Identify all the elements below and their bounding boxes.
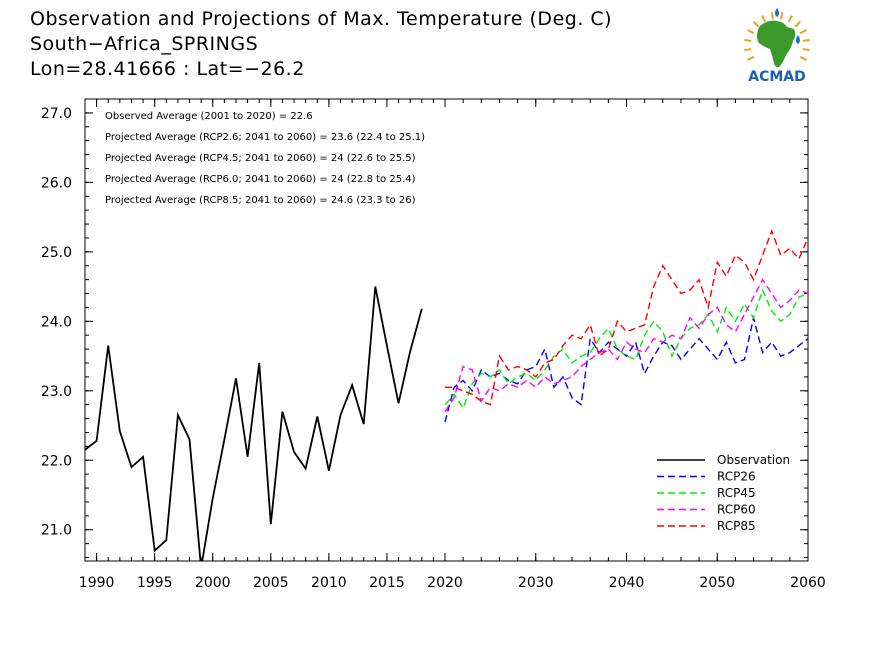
sun-ray (787, 15, 793, 23)
x-tick-label: 2000 (195, 575, 231, 591)
annotation-text: Observed Average (2001 to 2020) = 22.6 (105, 111, 313, 122)
legend-label: RCP26 (717, 470, 756, 484)
y-tick-label: 23.0 (41, 384, 72, 400)
x-tick-label: 1990 (79, 575, 115, 591)
sun-ray (744, 38, 752, 42)
sun-ray (799, 55, 807, 61)
annotation-text: Projected Average (RCP6.0; 2041 to 2060)… (105, 174, 416, 185)
sun-ray (799, 29, 807, 35)
water-drop-icon (775, 8, 779, 17)
x-tick-label: 2030 (518, 575, 554, 591)
annotation-text: Projected Average (RCP4.5; 2041 to 2060)… (105, 153, 416, 164)
legend-label: RCP45 (717, 486, 756, 500)
x-tick-label: 2060 (790, 575, 826, 591)
x-tick-label: 2040 (609, 575, 645, 591)
y-tick-label: 24.0 (41, 314, 72, 330)
x-tick-label: 2020 (427, 575, 463, 591)
y-tick-label: 26.0 (41, 175, 72, 191)
sun-ray (770, 12, 774, 20)
x-tick-label: 2005 (253, 575, 289, 591)
water-drop-icon (796, 35, 800, 44)
sun-ray (802, 48, 810, 52)
x-tick-label: 1995 (137, 575, 173, 591)
sun-ray (747, 29, 755, 35)
annotation-text: Projected Average (RCP2.6; 2041 to 2060)… (105, 132, 425, 143)
sun-ray (780, 12, 784, 20)
annotation-text: Projected Average (RCP8.5; 2041 to 2060)… (105, 195, 416, 206)
legend-label: RCP85 (717, 519, 756, 533)
sun-ray (802, 38, 810, 42)
x-tick-label: 2015 (369, 575, 405, 591)
sun-ray (752, 20, 760, 28)
y-tick-label: 21.0 (41, 523, 72, 539)
africa-map-icon (757, 20, 796, 68)
sun-ray (744, 48, 752, 52)
series-line-rcp60 (444, 278, 808, 412)
series-line-rcp45 (444, 288, 808, 410)
series-line-observation (85, 286, 423, 561)
chart-title: Observation and Projections of Max. Temp… (30, 8, 613, 30)
acmad-logo-text: ACMAD (748, 69, 806, 85)
coordinates: Lon=28.41666 : Lat=−26.2 (30, 58, 305, 80)
location-name: South−Africa_SPRINGS (30, 33, 259, 55)
series-line-rcp85 (445, 229, 808, 406)
sun-ray (761, 15, 767, 23)
plot-frame (84, 98, 809, 562)
x-tick-label: 2010 (311, 575, 347, 591)
x-tick-label: 2050 (699, 575, 735, 591)
y-tick-label: 25.0 (41, 245, 72, 261)
sun-ray (747, 55, 755, 61)
sun-rays-icon (744, 12, 810, 61)
acmad-logo: ACMAD (744, 8, 810, 85)
legend-label: RCP60 (717, 503, 756, 517)
legend-label: Observation (717, 453, 790, 467)
sun-ray (794, 20, 802, 28)
y-tick-label: 27.0 (41, 106, 72, 122)
y-tick-label: 22.0 (41, 453, 72, 469)
